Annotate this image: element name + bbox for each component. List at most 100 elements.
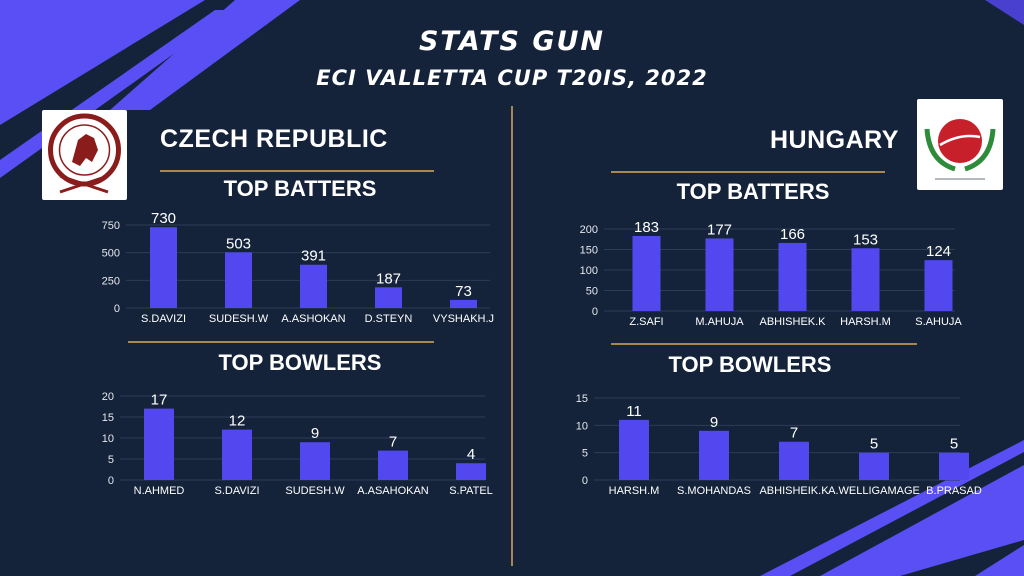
hungary-top-batters-chart: 0 50 100 150 200 183 Z.SAFI 177 M.AHUJA 166 ABHISH… (580, 219, 963, 328)
x-tick-label: A.ASAHOKAN (357, 485, 429, 497)
czech-title-rule (160, 170, 434, 172)
x-tick-label: VYSHAKH.J (433, 313, 494, 325)
x-tick-label: HARSH.M (609, 485, 660, 497)
bar (924, 260, 953, 311)
czech-cricket-union-logo (42, 110, 127, 200)
x-tick-label: Z.SAFI (629, 316, 663, 328)
bar (144, 408, 174, 480)
y-tick-label: 0 (582, 475, 588, 487)
hungary-top-bowlers-chart: 0 5 10 15 11 HARSH.M 9 S.MOHANDAS 7 ABHISHEIK.K 5 A… (576, 393, 982, 497)
data-label: 73 (455, 283, 472, 300)
y-tick-label: 750 (102, 220, 120, 232)
center-divider (511, 106, 513, 566)
x-tick-label: A.ASHOKAN (281, 313, 345, 325)
x-tick-label: B.PRASAD (926, 485, 982, 497)
data-label: 124 (926, 243, 951, 260)
bar (300, 442, 330, 480)
y-tick-label: 20 (102, 391, 114, 403)
x-tick-label: S.DAVIZI (141, 313, 186, 325)
y-tick-label: 50 (586, 286, 598, 298)
bar (150, 227, 177, 308)
bar (859, 452, 889, 480)
page-title: STATS GUN (418, 26, 606, 57)
czech-bowlers-heading: TOP BOWLERS (218, 350, 382, 375)
hungary-cricket-logo (917, 99, 1003, 190)
czech-batters-heading: TOP BATTERS (223, 176, 377, 201)
x-tick-label: S.AHUJA (915, 316, 962, 328)
corner-stripe-top-right (985, 0, 1024, 25)
stripe-bottom-right (820, 465, 1024, 576)
x-tick-label: N.AHMED (134, 485, 185, 497)
y-tick-label: 200 (580, 224, 598, 236)
bar (699, 430, 729, 480)
bar (225, 252, 252, 308)
czech-batters-rule (128, 341, 434, 343)
stripe-top-left-3 (110, 0, 300, 110)
x-tick-label: ABHISHEK.K (759, 316, 826, 328)
bar (779, 441, 809, 480)
czech-top-bowlers-chart: 0 5 10 15 20 17 N.AHMED 12 S.DAVIZI 9 SUDESH.W 7 A.A… (102, 391, 493, 497)
hungary-batters-rule (611, 343, 917, 345)
y-tick-label: 150 (580, 245, 598, 257)
bar (778, 242, 807, 311)
x-tick-label: S.MOHANDAS (677, 485, 751, 497)
bar (851, 248, 880, 311)
y-tick-label: 0 (114, 303, 120, 315)
y-tick-label: 250 (102, 275, 120, 287)
bar (705, 238, 734, 311)
bar (619, 419, 649, 480)
data-label: 730 (151, 210, 176, 227)
bar (378, 450, 408, 480)
bar (300, 264, 327, 308)
data-label: 391 (301, 248, 326, 265)
data-label: 183 (634, 219, 659, 236)
x-tick-label: SUDESH.W (285, 485, 345, 497)
data-label: 9 (311, 425, 319, 442)
data-label: 9 (710, 414, 718, 431)
data-label: 11 (626, 403, 642, 420)
x-tick-label: S.DAVIZI (214, 485, 259, 497)
data-label: 166 (780, 226, 805, 243)
y-tick-label: 0 (108, 475, 114, 487)
y-tick-label: 10 (576, 420, 588, 432)
y-tick-label: 15 (576, 393, 588, 405)
bar (632, 235, 661, 311)
x-tick-label: ABHISHEIK.K (759, 485, 829, 497)
hungary-title-rule (611, 171, 885, 173)
data-label: 7 (389, 434, 397, 451)
data-label: 5 (950, 436, 958, 453)
data-label: 5 (870, 436, 878, 453)
bar (450, 299, 477, 308)
corner-stripe-top-left (0, 0, 205, 125)
hungary-bowlers-heading: TOP BOWLERS (668, 352, 832, 377)
data-label: 153 (853, 231, 878, 248)
corner-stripe-bottom-right (975, 545, 1024, 576)
y-tick-label: 100 (580, 265, 598, 277)
y-tick-label: 5 (582, 448, 588, 460)
czech-top-batters-chart: 0 250 500 750 730 S.DAVIZI 503 SUDESH.W 391 A.ASH… (102, 210, 494, 325)
data-label: 17 (151, 392, 168, 409)
team-name-hungary: HUNGARY (770, 126, 899, 154)
x-tick-label: A.WELLIGAMAGE (828, 485, 920, 497)
data-label: 12 (229, 413, 246, 430)
x-tick-label: D.STEYN (365, 313, 413, 325)
y-tick-label: 0 (592, 306, 598, 318)
bar (456, 463, 486, 480)
team-name-czech: CZECH REPUBLIC (160, 125, 388, 153)
x-tick-label: HARSH.M (840, 316, 891, 328)
x-tick-label: S.PATEL (449, 485, 493, 497)
bar (939, 452, 969, 480)
y-tick-label: 5 (108, 454, 114, 466)
data-label: 187 (376, 270, 401, 287)
y-tick-label: 15 (102, 412, 114, 424)
y-tick-label: 10 (102, 433, 114, 445)
data-label: 7 (790, 425, 798, 442)
data-label: 177 (707, 221, 732, 238)
data-label: 4 (467, 446, 475, 463)
data-label: 503 (226, 235, 251, 252)
bar (375, 287, 402, 308)
hungary-batters-heading: TOP BATTERS (676, 179, 830, 204)
x-tick-label: M.AHUJA (695, 316, 744, 328)
y-tick-label: 500 (102, 248, 120, 260)
page-subtitle: ECI VALLETTA CUP T20IS, 2022 (316, 66, 708, 90)
